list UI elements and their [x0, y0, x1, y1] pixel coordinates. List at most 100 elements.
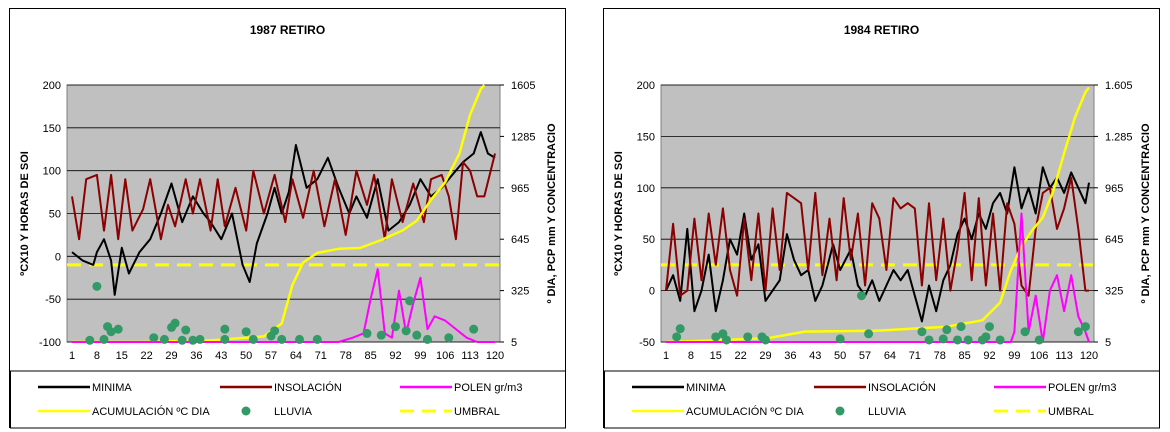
x-tick-label: 15	[710, 350, 722, 362]
lluvia-point	[277, 334, 287, 344]
lluvia-point	[469, 324, 479, 334]
chart-panel-1984: 1984 RETIRO -50 0 50 100 150 200 5 325 645 965 1.2…	[603, 8, 1160, 429]
y2-tick-label: 965	[511, 183, 529, 195]
lluvia-point	[1080, 322, 1090, 332]
lluvia-point	[938, 334, 948, 344]
x-tick-label: 43	[809, 350, 821, 362]
y2-tick-label: 5	[1105, 337, 1111, 349]
x-tick-label: 92	[389, 350, 401, 362]
lluvia-point	[956, 322, 966, 332]
lluvia-point	[924, 335, 934, 345]
x-tick-label: 29	[759, 350, 771, 362]
y-tick-label: -100	[39, 337, 61, 349]
legend-label-lluvia: LLUVIA	[274, 406, 313, 418]
lluvia-point	[248, 334, 258, 344]
lluvia-point	[195, 334, 205, 344]
y-axis-label: ºCX10 Y HORAS DE SOI	[613, 151, 625, 276]
y2-tick-label: 965	[1105, 183, 1123, 195]
legend-label-lluvia: LLUVIA	[868, 406, 907, 418]
lluvia-point	[401, 326, 411, 336]
x-tick-label: 120	[1080, 350, 1098, 362]
legend-label-minima: MINIMA	[92, 382, 132, 394]
x-tick-label: 22	[141, 350, 153, 362]
x-tick-label: 113	[1055, 350, 1073, 362]
x-tick-label: 99	[414, 350, 426, 362]
x-tick-label: 15	[116, 350, 128, 362]
x-tick-label: 120	[486, 350, 504, 362]
x-tick-label: 36	[784, 350, 796, 362]
legend-label-insolacion: INSOLACIÓN	[274, 381, 342, 394]
legend-label-polen: POLEN gr/m3	[1048, 382, 1116, 394]
y-tick-label: 200	[637, 80, 655, 92]
x-tick-label: 64	[290, 350, 302, 362]
lluvia-point	[917, 327, 927, 337]
lluvia-point	[362, 328, 372, 338]
x-tick-label: 78	[934, 350, 946, 362]
x-tick-label: 22	[735, 350, 747, 362]
lluvia-point	[149, 333, 159, 343]
lluvia-point	[835, 334, 845, 344]
y-tick-label: 100	[637, 183, 655, 195]
minima-line	[71, 131, 496, 296]
lluvia-point	[761, 335, 771, 345]
legend-label-umbral: UMBRAL	[1048, 406, 1094, 418]
y-tick-label: 0	[55, 251, 61, 263]
x-tick-label: 36	[190, 350, 202, 362]
x-tick-label: 78	[340, 350, 352, 362]
legend-label-polen: POLEN gr/m3	[454, 382, 522, 394]
chart-panel-1987: 1987 RETIRO -100 -50 0 50 100 150 200 5 325 645 96…	[9, 8, 566, 429]
legend-swatch-lluvia	[835, 406, 845, 416]
y-tick-label: -50	[639, 337, 655, 349]
y2-tick-label: 1.285	[1105, 131, 1133, 143]
legend-label-minima: MINIMA	[686, 382, 726, 394]
lluvia-point	[995, 335, 1005, 345]
lluvia-point	[159, 334, 169, 344]
x-tick-label: 64	[884, 350, 896, 362]
chart-1984-svg: -50 0 50 100 150 200 5 325 645 965 1.285 1.605 1 8 15 2…	[604, 80, 1160, 429]
lluvia-point	[444, 333, 454, 343]
lluvia-point	[92, 281, 102, 291]
lluvia-point	[405, 296, 415, 306]
x-tick-label: 85	[958, 350, 970, 362]
x-tick-label: 43	[215, 350, 227, 362]
lluvia-point	[220, 334, 230, 344]
y2-tick-label: 325	[1105, 286, 1123, 298]
x-tick-label: 71	[315, 350, 327, 362]
x-tick-label: 1	[663, 350, 669, 362]
lluvia-point	[743, 332, 753, 342]
x-tick-label: 113	[461, 350, 479, 362]
y2-tick-label: 645	[511, 234, 529, 246]
y2-axis-label: º DIA, PCP mm Y CONCENTRACIO	[1140, 123, 1152, 303]
lluvia-point	[981, 332, 991, 342]
x-tick-label: 50	[834, 350, 846, 362]
y-tick-label: 100	[43, 166, 61, 178]
y2-tick-label: 1.605	[1105, 80, 1133, 92]
insolacion-line	[71, 153, 496, 241]
lluvia-point	[85, 335, 95, 345]
lluvia-point	[412, 330, 422, 340]
x-tick-label: 8	[688, 350, 694, 362]
lluvia-point	[270, 326, 280, 336]
lluvia-point	[675, 324, 685, 334]
x-tick-label: 8	[94, 350, 100, 362]
y-tick-label: 0	[649, 286, 655, 298]
insolacion-line	[665, 176, 1089, 297]
y2-tick-label: 645	[1105, 234, 1123, 246]
y2-tick-label: 1285	[511, 131, 535, 143]
x-tick-label: 57	[265, 350, 277, 362]
x-tick-label: 106	[1030, 350, 1048, 362]
x-tick-label: 92	[983, 350, 995, 362]
lluvia-point	[181, 325, 191, 335]
lluvia-point	[113, 324, 123, 334]
chart-1987-svg: -100 -50 0 50 100 150 200 5 325 645 965 1285 1605 1 8 1…	[10, 80, 566, 429]
y2-tick-label: 325	[511, 286, 529, 298]
chart-title: 1984 RETIRO	[843, 23, 920, 37]
lluvia-point	[188, 335, 198, 345]
legend-label-acumulacion: ACUMULACIÓN ºC DIA	[686, 405, 804, 418]
x-tick-label: 71	[909, 350, 921, 362]
legend-box	[10, 370, 566, 429]
lluvia-point	[106, 327, 116, 337]
lluvia-point	[170, 318, 180, 328]
lluvia-point	[963, 335, 973, 345]
lluvia-point	[942, 325, 952, 335]
